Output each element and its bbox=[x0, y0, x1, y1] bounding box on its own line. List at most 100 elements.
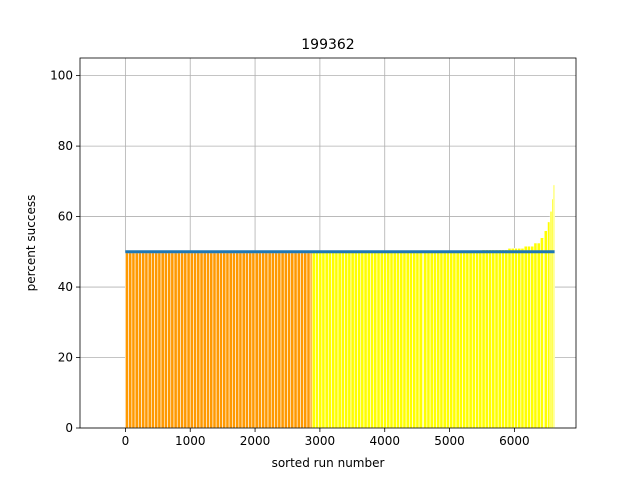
x-tick-label: 0 bbox=[122, 434, 130, 448]
bar bbox=[429, 251, 434, 429]
bar bbox=[173, 252, 178, 429]
y-tick-label: 100 bbox=[50, 69, 73, 83]
bar bbox=[402, 252, 407, 429]
bar bbox=[514, 247, 518, 429]
x-tick-label: 4000 bbox=[369, 434, 400, 448]
bar bbox=[446, 251, 450, 429]
bar bbox=[186, 252, 191, 429]
bar bbox=[504, 249, 509, 429]
bar bbox=[254, 252, 259, 429]
bar bbox=[439, 251, 444, 429]
bar bbox=[426, 251, 431, 429]
bar bbox=[189, 252, 194, 429]
bar bbox=[481, 249, 486, 429]
bar bbox=[283, 252, 288, 429]
bar bbox=[180, 252, 185, 429]
bar bbox=[306, 252, 311, 429]
bar bbox=[280, 252, 285, 429]
bar bbox=[497, 249, 502, 429]
bar bbox=[311, 252, 316, 429]
bar bbox=[344, 252, 349, 429]
bar bbox=[415, 252, 420, 429]
bar bbox=[261, 252, 266, 429]
bars-group bbox=[125, 184, 555, 429]
bar bbox=[373, 252, 378, 429]
bar bbox=[389, 252, 394, 429]
bar bbox=[193, 252, 198, 429]
bar bbox=[442, 251, 447, 429]
bar bbox=[347, 252, 352, 429]
bar bbox=[264, 252, 269, 429]
y-tick-label: 40 bbox=[58, 280, 73, 294]
bar bbox=[245, 252, 249, 429]
bar bbox=[386, 252, 391, 429]
bar bbox=[222, 252, 227, 429]
bar bbox=[138, 252, 142, 429]
bar bbox=[536, 242, 541, 429]
bar bbox=[533, 242, 538, 429]
bar bbox=[527, 245, 531, 429]
bar bbox=[494, 249, 499, 429]
plot-frame bbox=[79, 57, 577, 429]
bar bbox=[383, 252, 387, 429]
bar bbox=[462, 250, 467, 429]
bar bbox=[225, 252, 230, 429]
bar bbox=[170, 252, 175, 429]
bar bbox=[491, 249, 496, 429]
x-tick-label: 1000 bbox=[175, 434, 206, 448]
bar bbox=[144, 252, 149, 429]
x-tick-label: 3000 bbox=[305, 434, 336, 448]
bar bbox=[258, 252, 262, 429]
bar bbox=[241, 252, 246, 429]
bar bbox=[370, 252, 375, 429]
bar bbox=[396, 252, 400, 429]
bar bbox=[418, 252, 423, 429]
bar bbox=[409, 252, 413, 429]
bar bbox=[412, 252, 417, 429]
x-tick-label: 5000 bbox=[434, 434, 465, 448]
bar bbox=[405, 252, 410, 429]
y-axis-ticks: 0 20 40 60 80 100 bbox=[50, 69, 80, 435]
y-axis-label: percent success bbox=[24, 195, 38, 292]
chart-title: 199362 bbox=[301, 37, 354, 53]
bar bbox=[151, 252, 155, 429]
bar bbox=[363, 252, 368, 429]
bar bbox=[366, 252, 371, 429]
bar bbox=[206, 252, 210, 429]
bar bbox=[353, 252, 358, 429]
bar bbox=[517, 247, 522, 429]
bar bbox=[376, 252, 381, 429]
y-tick-label: 20 bbox=[58, 351, 73, 365]
bar bbox=[488, 249, 493, 429]
bar bbox=[293, 252, 298, 429]
x-tick-label: 2000 bbox=[240, 434, 271, 448]
bar bbox=[520, 247, 525, 429]
bar bbox=[277, 252, 282, 429]
bar bbox=[287, 252, 292, 429]
bar bbox=[399, 252, 404, 429]
bar bbox=[484, 249, 489, 429]
bar bbox=[540, 237, 544, 429]
bar bbox=[510, 247, 515, 429]
bar bbox=[449, 250, 454, 429]
bar bbox=[183, 252, 188, 429]
x-axis-label: sorted run number bbox=[272, 456, 385, 470]
bar bbox=[251, 252, 256, 429]
bar bbox=[296, 252, 301, 429]
bar bbox=[471, 250, 476, 429]
y-tick-label: 60 bbox=[58, 210, 73, 224]
bar bbox=[475, 250, 480, 429]
bar bbox=[465, 250, 470, 429]
bar bbox=[328, 252, 332, 429]
bar bbox=[436, 251, 441, 429]
bar bbox=[228, 252, 233, 429]
bar bbox=[154, 252, 159, 429]
bar bbox=[134, 252, 139, 429]
bar bbox=[176, 252, 181, 429]
bar bbox=[141, 252, 146, 429]
bar bbox=[131, 252, 136, 429]
bar bbox=[433, 251, 437, 429]
bar bbox=[543, 230, 548, 429]
bar bbox=[468, 250, 473, 429]
